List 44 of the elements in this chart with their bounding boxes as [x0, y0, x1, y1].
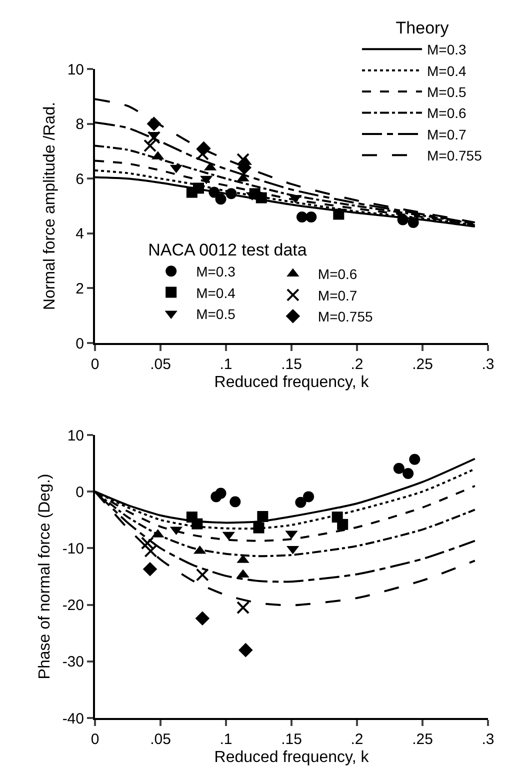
x-tick-label: 0 — [90, 356, 100, 373]
y-tick-label: 2 — [76, 280, 84, 298]
annotation: NACA 0012 test data — [148, 240, 308, 260]
x-tick-label: .2 — [350, 731, 364, 748]
legend-title: Theory — [396, 18, 450, 38]
x-axis-title: Reduced frequency, k — [214, 749, 370, 766]
legend-label: M=0.5 — [196, 306, 236, 322]
y-tick-label: 4 — [76, 226, 84, 243]
x-tick-label: .1 — [220, 731, 232, 748]
x-tick-label: .25 — [412, 356, 433, 373]
legend-label: M=0.4 — [427, 62, 467, 79]
y-tick-label: 8 — [76, 116, 84, 134]
y-tick-label: -20 — [62, 597, 84, 614]
y-tick-label: -10 — [62, 540, 84, 558]
legend-label: M=0.5 — [427, 84, 467, 100]
x-tick-label: .25 — [412, 731, 433, 748]
legend-label: M=0.7 — [318, 287, 358, 304]
y-tick-label: 0 — [76, 335, 84, 352]
legend-label: M=0.755 — [427, 148, 482, 164]
legend-label: M=0.7 — [427, 126, 467, 142]
legend-label: M=0.3 — [427, 42, 467, 58]
y-tick-label: 0 — [76, 484, 84, 501]
y-axis-title: Phase of normal force (Deg.) — [36, 474, 54, 680]
y-axis-title: Normal force amplitude /Rad. — [42, 102, 59, 310]
legend-label: M=0.755 — [318, 308, 374, 325]
x-tick-label: .3 — [482, 731, 494, 748]
x-tick-label: 0 — [90, 731, 100, 748]
x-tick-label: .15 — [281, 731, 302, 748]
legend-label: M=0.3 — [196, 264, 236, 280]
y-tick-label: 6 — [76, 170, 84, 188]
y-tick-label: -30 — [62, 654, 84, 671]
x-tick-label: .05 — [150, 356, 171, 373]
legend-label: M=0.4 — [196, 284, 236, 301]
legend-label: M=0.6 — [318, 266, 358, 282]
y-tick-label: 10 — [67, 61, 84, 78]
legend-label: M=0.6 — [427, 105, 467, 122]
x-tick-label: .1 — [220, 356, 232, 373]
x-tick-label: .3 — [482, 356, 494, 373]
y-tick-label: 10 — [67, 427, 84, 444]
x-tick-label: .05 — [150, 731, 171, 748]
x-axis-title: Reduced frequency, k — [214, 374, 370, 392]
x-tick-label: .15 — [281, 356, 302, 373]
x-tick-label: .2 — [350, 356, 364, 373]
y-tick-label: -40 — [62, 710, 84, 728]
